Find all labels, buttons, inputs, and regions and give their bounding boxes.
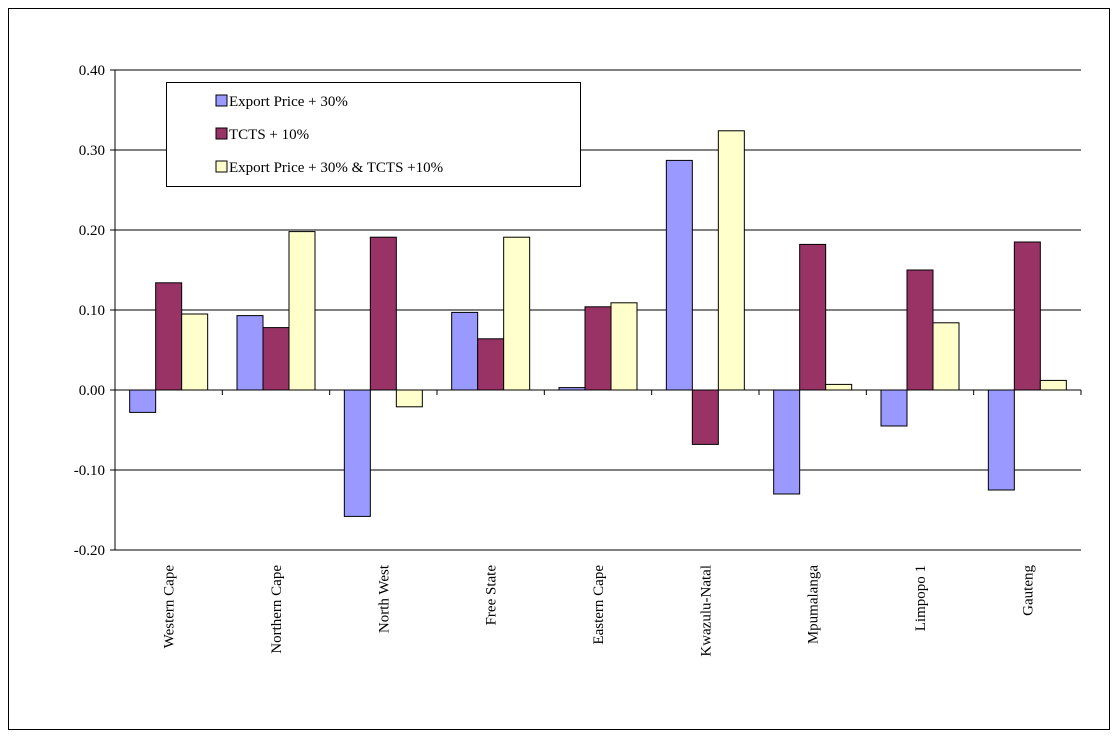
bar (665, 159, 693, 391)
bar (932, 322, 960, 391)
y-tick-label: -0.10 (74, 463, 105, 479)
x-tick-label: Free State (484, 565, 500, 626)
bar (799, 243, 827, 391)
bar (395, 389, 423, 408)
bar (477, 338, 505, 391)
y-tick-label: 0.00 (79, 383, 105, 399)
bar (610, 302, 638, 391)
chart-border (8, 8, 1110, 730)
bar (129, 389, 157, 413)
bar (1013, 241, 1041, 391)
x-tick-label: Western Cape (162, 565, 178, 649)
y-tick-label: 0.10 (79, 303, 105, 319)
y-tick-label: -0.20 (74, 543, 105, 559)
x-tick-label: Gauteng (1020, 565, 1036, 616)
legend-label: TCTS + 10% (229, 127, 309, 143)
y-tick-label: 0.20 (79, 223, 105, 239)
bar (288, 231, 316, 391)
legend-swatch (215, 127, 228, 140)
bar (236, 315, 264, 391)
bar (691, 389, 719, 445)
x-tick-label: North West (376, 564, 392, 633)
legend-label: Export Price + 30% & TCTS +10% (229, 160, 443, 176)
x-tick-label: Limpopo 1 (913, 565, 929, 631)
bar (451, 311, 479, 391)
bar (369, 236, 397, 391)
y-tick-label: 0.40 (79, 63, 105, 79)
bar (155, 282, 183, 391)
bar (906, 269, 934, 391)
y-tick-label: 0.30 (79, 143, 105, 159)
bar (825, 383, 853, 391)
x-tick-label: Mpumalanga (806, 565, 822, 644)
bar (181, 313, 209, 391)
legend-swatch (215, 160, 228, 173)
x-tick-label: Northern Cape (269, 565, 285, 654)
bar (717, 130, 745, 391)
bar (343, 389, 371, 517)
legend-label: Export Price + 30% (229, 94, 348, 110)
x-tick-label: Eastern Cape (591, 565, 607, 645)
x-tick-label: Kwazulu-Natal (698, 565, 714, 657)
bar (262, 327, 290, 391)
bar (880, 389, 908, 427)
bar (584, 306, 612, 391)
legend-swatch (215, 94, 228, 107)
bar (987, 389, 1015, 491)
bar (1039, 379, 1067, 391)
legend-box (166, 82, 581, 187)
bar (503, 236, 531, 391)
bar (773, 389, 801, 495)
